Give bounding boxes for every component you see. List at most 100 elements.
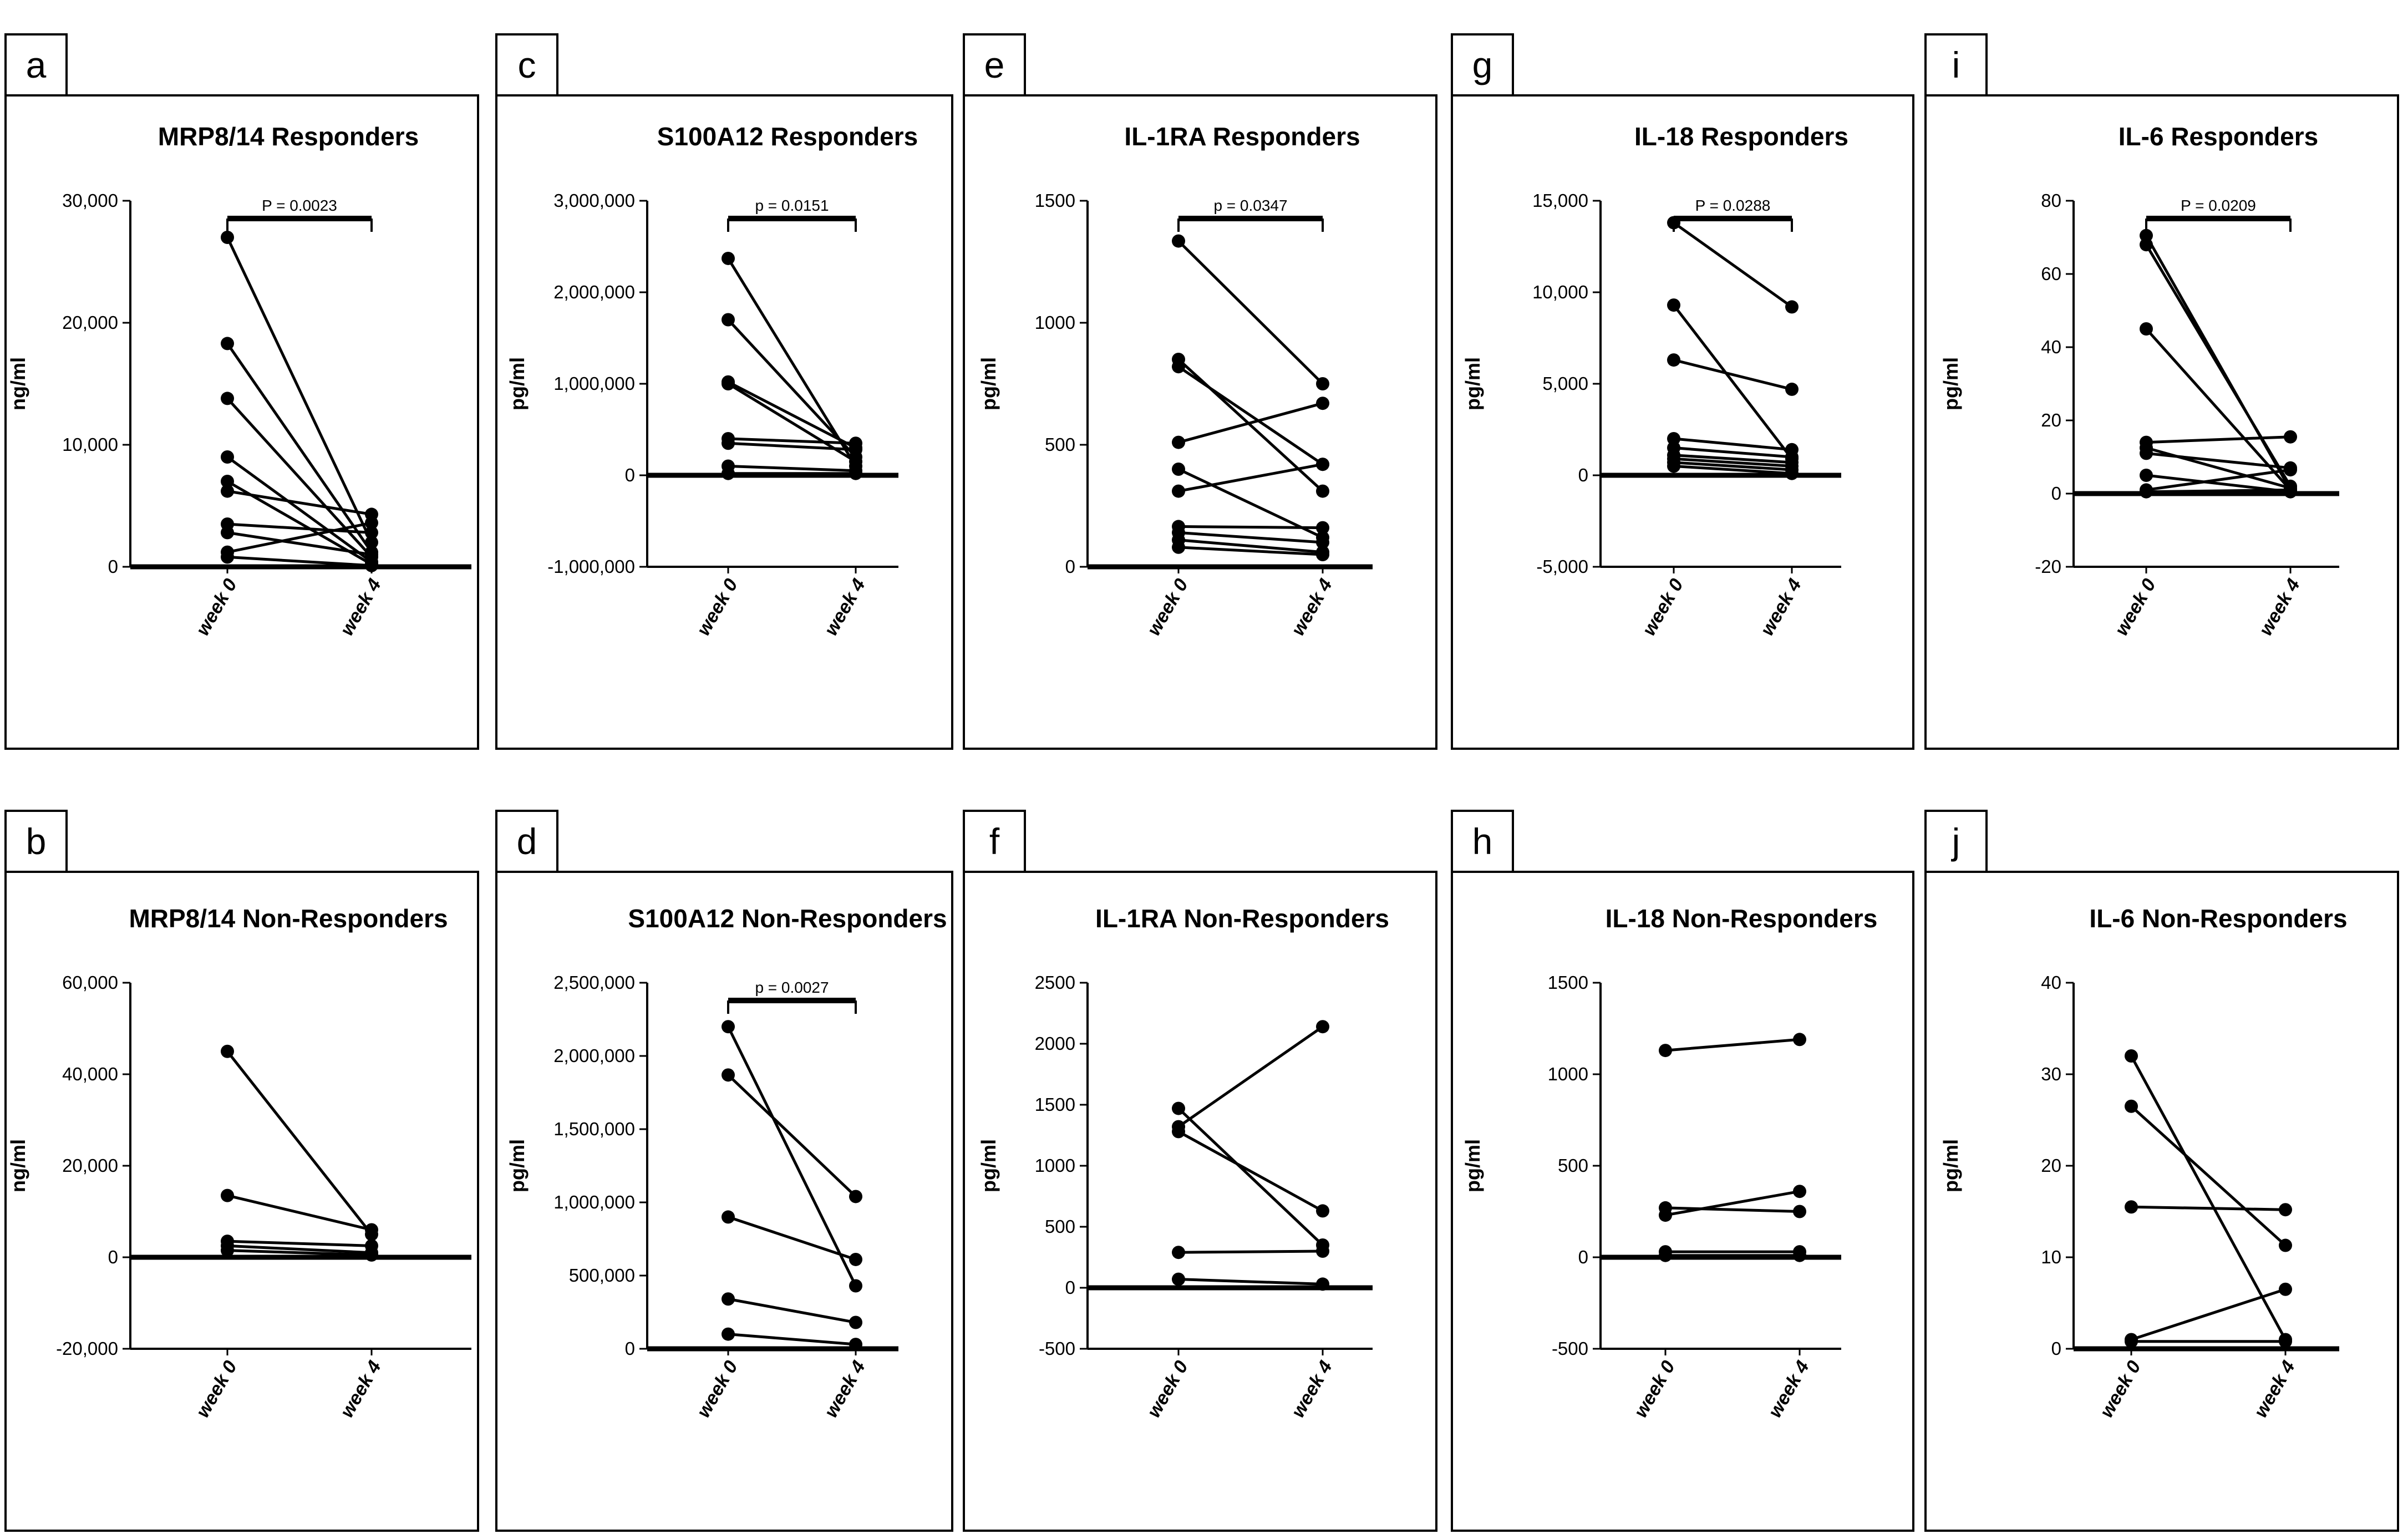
series-line bbox=[227, 1194, 372, 1231]
series-4 bbox=[2140, 430, 2297, 449]
x-category-label: week 0 bbox=[2096, 1357, 2145, 1421]
data-point-week4 bbox=[1316, 1020, 1329, 1034]
panel-e: e IL-1RA Responders pg/ml 0 500 1000 1500 week … bbox=[963, 33, 1437, 750]
series-8 bbox=[221, 526, 378, 561]
series-line bbox=[1673, 221, 1793, 308]
data-point-week0 bbox=[1172, 234, 1185, 248]
x-category-label: week 0 bbox=[693, 575, 742, 639]
y-axis-label: pg/ml bbox=[506, 357, 529, 410]
series-4 bbox=[722, 1292, 862, 1329]
y-tick-label: 20,000 bbox=[62, 312, 118, 333]
data-point-week0 bbox=[221, 392, 234, 405]
panel-d: d S100A12 Non-Responders pg/ml 0 500,000 1,00… bbox=[495, 810, 953, 1532]
chart-title: IL-18 Responders bbox=[1634, 122, 1848, 151]
x-category-label: week 0 bbox=[1143, 1357, 1192, 1421]
data-point-week0 bbox=[221, 1188, 234, 1202]
panel-letter: c bbox=[518, 44, 536, 85]
series-3 bbox=[1659, 1185, 1806, 1222]
series-line bbox=[1178, 402, 1323, 444]
data-point-week0 bbox=[2140, 238, 2153, 252]
data-point-week0 bbox=[1172, 463, 1185, 476]
series-5 bbox=[2125, 1334, 2292, 1348]
data-point-week0 bbox=[722, 313, 735, 327]
series-6 bbox=[722, 436, 862, 456]
y-tick-label: 0 bbox=[2051, 483, 2061, 504]
data-point-week0 bbox=[2125, 1099, 2138, 1113]
data-point-week0 bbox=[1659, 1044, 1672, 1058]
y-axis-label: ng/ml bbox=[7, 357, 29, 410]
data-point-week4 bbox=[849, 1315, 862, 1329]
data-point-week0 bbox=[221, 231, 234, 244]
series-2 bbox=[1172, 1020, 1329, 1134]
y-tick-label: -500 bbox=[1552, 1338, 1588, 1359]
data-point-week0 bbox=[2140, 485, 2153, 499]
x-category-label: week 4 bbox=[1287, 1357, 1337, 1421]
series-4 bbox=[2125, 1282, 2292, 1347]
data-point-week0 bbox=[1172, 1101, 1185, 1115]
series-1 bbox=[722, 1020, 862, 1293]
y-axis-label: pg/ml bbox=[506, 1139, 529, 1192]
data-point-week0 bbox=[221, 1243, 234, 1257]
series-line bbox=[1673, 358, 1792, 391]
series-line bbox=[1177, 358, 1324, 492]
data-point-week4 bbox=[1785, 382, 1799, 396]
p-value-label: p = 0.0027 bbox=[755, 979, 829, 996]
data-point-week0 bbox=[722, 1210, 735, 1224]
y-tick-label: 10 bbox=[2041, 1247, 2061, 1267]
series-line bbox=[227, 490, 372, 516]
chart-title: IL-1RA Non-Responders bbox=[1095, 904, 1389, 933]
x-category-label: week 0 bbox=[2111, 575, 2160, 639]
y-tick-label: 0 bbox=[108, 1247, 118, 1267]
x-category-label: week 0 bbox=[192, 1357, 241, 1421]
data-point-week0 bbox=[1172, 484, 1185, 498]
series-5 bbox=[1659, 1248, 1806, 1262]
x-category-label: week 4 bbox=[336, 575, 385, 639]
series-line bbox=[1177, 1107, 1324, 1246]
series-line bbox=[2146, 451, 2291, 470]
data-point-week0 bbox=[2140, 469, 2153, 482]
y-tick-label: 1500 bbox=[1548, 972, 1588, 993]
y-tick-label: 10,000 bbox=[62, 434, 118, 455]
series-line bbox=[227, 522, 372, 534]
series-line bbox=[1177, 1025, 1324, 1128]
data-point-week4 bbox=[2279, 1203, 2292, 1217]
series-line bbox=[1178, 463, 1323, 493]
y-tick-label: 2,500,000 bbox=[553, 972, 635, 993]
y-tick-label: 500 bbox=[1045, 434, 1075, 455]
data-point-week4 bbox=[849, 1252, 862, 1266]
series-line bbox=[1673, 446, 1792, 459]
p-value-label: P = 0.0209 bbox=[2181, 197, 2256, 214]
y-tick-label: -20 bbox=[2035, 556, 2061, 577]
data-point-week4 bbox=[1785, 300, 1799, 314]
panel-frame bbox=[1924, 871, 2399, 1532]
x-category-label: week 4 bbox=[820, 575, 870, 639]
series-line bbox=[1177, 1130, 1324, 1212]
data-point-week0 bbox=[221, 550, 234, 564]
data-point-week0 bbox=[722, 1327, 735, 1341]
chart-title: MRP8/14 Non-Responders bbox=[129, 904, 448, 933]
data-point-week0 bbox=[722, 251, 735, 265]
panel-a: a MRP8/14 Responders ng/ml 0 10,000 20,000 30,… bbox=[4, 33, 479, 750]
series-line bbox=[1178, 539, 1323, 554]
data-point-week4 bbox=[849, 443, 862, 456]
series-line bbox=[1665, 1190, 1800, 1217]
y-tick-label: 1000 bbox=[1548, 1064, 1588, 1084]
data-point-week0 bbox=[221, 475, 234, 488]
x-category-label: week 0 bbox=[1638, 575, 1688, 639]
panel-letter: i bbox=[1952, 44, 1960, 85]
series-line bbox=[1673, 437, 1792, 451]
x-category-label: week 4 bbox=[1287, 575, 1337, 639]
series-1 bbox=[1659, 1033, 1806, 1058]
data-point-week0 bbox=[2125, 1200, 2138, 1214]
panel-frame bbox=[4, 871, 479, 1532]
series-3 bbox=[1172, 1125, 1329, 1218]
data-point-week0 bbox=[722, 1068, 735, 1082]
series-line bbox=[2146, 468, 2291, 491]
series-5 bbox=[221, 475, 378, 571]
series-2 bbox=[2125, 1099, 2292, 1252]
series-line bbox=[226, 342, 373, 553]
series-line bbox=[227, 1244, 372, 1254]
data-point-week0 bbox=[722, 466, 735, 480]
y-tick-label: 2500 bbox=[1035, 972, 1075, 993]
panel-letter-box bbox=[4, 33, 68, 96]
